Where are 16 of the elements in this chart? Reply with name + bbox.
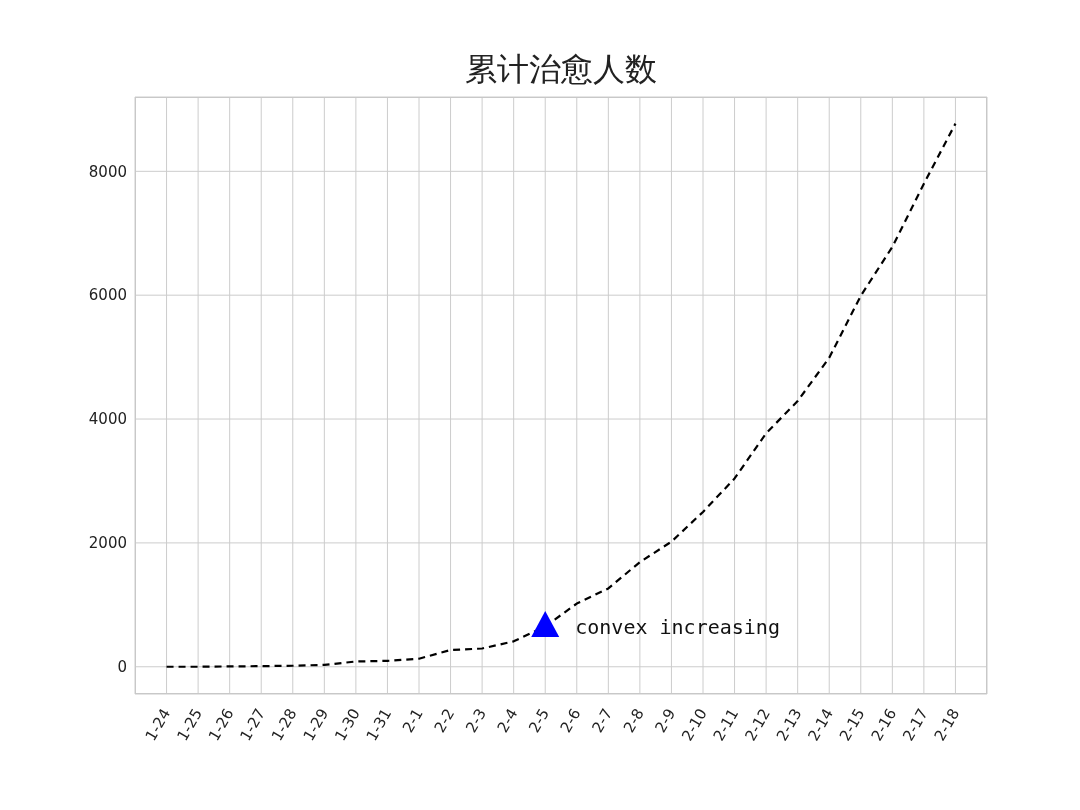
chart-title: 累计治愈人数 [464, 49, 658, 90]
y-tick-label: 4000 [88, 410, 127, 429]
y-tick-label: 2000 [88, 534, 127, 553]
y-tick-label: 8000 [88, 162, 127, 181]
x-tick-label: 2-6 [556, 705, 585, 736]
x-tick-label: 2-8 [619, 705, 648, 736]
x-tick-label: 2-3 [462, 705, 490, 736]
x-tick-label: 2-1 [398, 705, 427, 736]
x-tick-label: 2-5 [525, 705, 554, 736]
x-tick-label: 2-9 [651, 705, 680, 736]
y-tick-label: 6000 [88, 286, 127, 305]
x-tick-label: 2-4 [493, 705, 522, 736]
x-tick-label: 2-2 [430, 705, 459, 736]
annotation: convex increasing [575, 615, 780, 640]
y-tick-label: 0 [117, 658, 127, 677]
x-tick-label: 2-7 [588, 705, 617, 736]
